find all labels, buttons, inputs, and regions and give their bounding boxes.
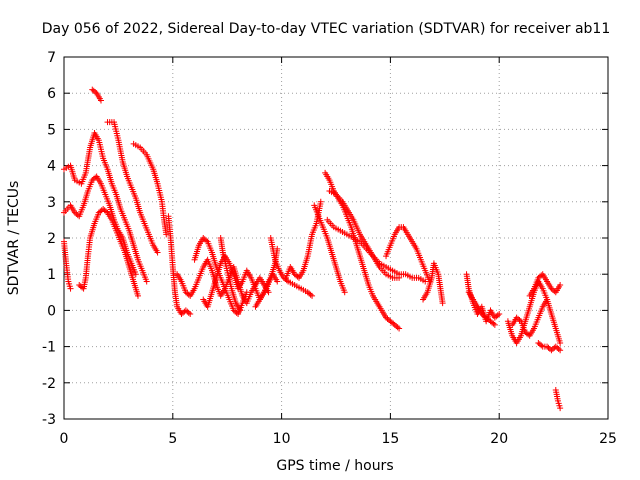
- series-track-a: [61, 238, 74, 292]
- y-tick-label: 7: [47, 50, 56, 66]
- data-point-marker: [557, 339, 564, 346]
- series-track-f: [104, 119, 161, 256]
- data-point-marker: [538, 342, 545, 349]
- y-tick-label: 5: [47, 122, 56, 138]
- data-point-marker: [439, 300, 446, 307]
- data-point-marker: [203, 237, 210, 244]
- x-tick-label: 25: [599, 431, 617, 447]
- data-point-marker: [557, 282, 564, 289]
- series-track-e: [89, 86, 104, 104]
- x-tick-label: 0: [60, 431, 69, 447]
- series-track-o: [282, 198, 324, 281]
- series-track-b: [61, 130, 150, 285]
- x-tick-label: 10: [273, 431, 291, 447]
- data-point-marker: [551, 288, 558, 295]
- data-point-marker: [557, 347, 564, 354]
- axis-ticks: [63, 56, 609, 420]
- data-point-marker: [243, 289, 250, 296]
- y-tick-label: 3: [47, 195, 56, 211]
- y-tick-label: 1: [47, 267, 56, 283]
- series-track-h: [165, 213, 194, 318]
- y-tick-label: -2: [42, 376, 56, 392]
- data-points: [61, 86, 564, 412]
- series-track-p: [311, 202, 348, 296]
- data-point-marker: [307, 291, 314, 298]
- data-point-marker: [163, 231, 170, 238]
- y-tick-label: 2: [47, 231, 56, 247]
- series-track-d: [76, 206, 141, 299]
- data-point-marker: [396, 325, 403, 332]
- data-point-marker: [491, 321, 498, 328]
- x-axis-label: GPS time / hours: [276, 458, 393, 474]
- data-point-marker: [274, 278, 281, 285]
- series-track-z: [526, 271, 564, 299]
- y-tick-label: -3: [42, 412, 56, 428]
- data-point-marker: [187, 311, 194, 318]
- data-point-marker: [496, 311, 503, 318]
- data-point-marker: [490, 320, 497, 327]
- data-point-marker: [538, 272, 545, 279]
- series-track-g: [130, 140, 170, 238]
- data-point-marker: [394, 324, 401, 331]
- data-point-marker: [544, 296, 551, 303]
- x-tick-label: 5: [168, 431, 177, 447]
- data-point-marker: [132, 271, 139, 278]
- series-track-u: [420, 260, 446, 307]
- y-tick-label: 4: [47, 159, 56, 175]
- data-point-marker: [143, 278, 150, 285]
- x-tick-label: 20: [490, 431, 508, 447]
- data-point-marker: [92, 174, 99, 181]
- data-point-marker: [317, 198, 324, 205]
- data-point-marker: [516, 317, 523, 324]
- series-track-s: [324, 216, 429, 285]
- data-point-marker: [134, 292, 141, 299]
- data-point-marker: [154, 249, 161, 256]
- data-point-marker: [67, 285, 74, 292]
- series-track-ab: [552, 387, 564, 412]
- chart-title: Day 056 of 2022, Sidereal Day-to-day VTE…: [42, 21, 611, 37]
- series-track-l: [217, 235, 244, 314]
- data-point-marker: [103, 208, 110, 215]
- data-point-marker: [237, 307, 244, 314]
- data-point-marker: [494, 312, 501, 319]
- data-point-marker: [309, 292, 316, 299]
- data-point-marker: [185, 309, 192, 316]
- data-point-marker: [185, 291, 192, 298]
- data-point-marker: [294, 273, 301, 280]
- x-tick-label: 15: [381, 431, 399, 447]
- y-axis-label: SDTVAR / TECUs: [6, 181, 22, 296]
- series-track-y: [509, 296, 551, 339]
- grid-lines: [64, 57, 608, 419]
- series-track-r: [326, 187, 403, 281]
- data-point-marker: [525, 331, 532, 338]
- y-tick-label: 0: [47, 303, 56, 319]
- series-track-w: [465, 289, 498, 328]
- data-point-marker: [555, 346, 562, 353]
- x-tick-labels: 0 5 10 15 20 25: [60, 431, 617, 447]
- data-point-marker: [97, 97, 104, 104]
- series-track-n: [267, 235, 316, 299]
- data-point-marker: [92, 88, 99, 95]
- y-tick-label: -1: [42, 340, 56, 356]
- data-point-marker: [341, 289, 348, 296]
- y-tick-labels: -3 -2 -1 0 1 2 3 4 5 6 7: [42, 50, 56, 428]
- series-track-aa: [535, 339, 564, 354]
- y-tick-label: 6: [47, 86, 56, 102]
- data-point-marker: [557, 405, 564, 412]
